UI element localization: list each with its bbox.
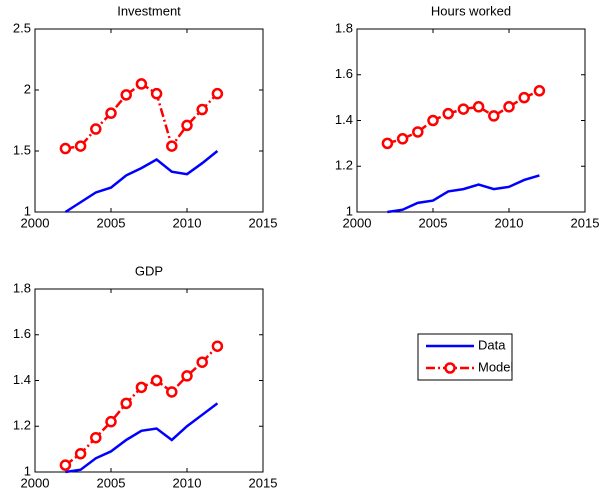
y-tick-label: 1.6 xyxy=(335,66,353,81)
legend-label: Model xyxy=(478,359,514,374)
data-point xyxy=(488,110,500,122)
data-point xyxy=(166,140,178,152)
y-tick-label: 1 xyxy=(24,463,31,478)
y-tick-label: 1.5 xyxy=(13,142,31,157)
data-line xyxy=(387,174,540,214)
y-tick-label: 1.4 xyxy=(335,112,353,127)
data-point xyxy=(74,447,87,460)
data-point xyxy=(396,133,409,145)
y-tick-label: 1 xyxy=(24,203,31,218)
data-point xyxy=(74,140,87,152)
data-line xyxy=(65,402,219,474)
data-point xyxy=(150,87,163,100)
data-point xyxy=(120,397,132,410)
data-point xyxy=(518,91,530,104)
y-tick-label: 1 xyxy=(346,203,353,218)
data-point xyxy=(442,107,454,120)
data-point xyxy=(90,431,102,444)
y-tick-label: 2.5 xyxy=(13,20,31,35)
data-point xyxy=(196,103,208,116)
data-line xyxy=(64,150,219,214)
y-tick-label: 1.4 xyxy=(13,372,31,387)
data-line xyxy=(387,89,540,145)
x-tick-label: 2000 xyxy=(21,475,50,490)
y-tick-label: 1.6 xyxy=(13,326,31,341)
x-tick-label: 2000 xyxy=(21,215,50,230)
x-tick-label: 2015 xyxy=(249,475,278,490)
plot-area xyxy=(34,28,264,213)
x-tick-label: 2005 xyxy=(97,475,126,490)
plot-area xyxy=(34,288,264,473)
x-tick-label: 2010 xyxy=(173,475,202,490)
x-tick-label: 2015 xyxy=(249,215,278,230)
chart-title: Investment xyxy=(117,3,181,18)
x-tick-label: 2015 xyxy=(571,215,600,230)
x-tick-label: 2000 xyxy=(343,215,372,230)
data-point xyxy=(412,126,424,138)
data-point xyxy=(59,459,72,471)
data-point xyxy=(381,137,394,150)
x-tick-label: 2010 xyxy=(495,215,524,230)
data-point xyxy=(503,101,515,113)
data-point xyxy=(105,415,117,428)
data-point xyxy=(472,101,485,113)
y-tick-label: 1.2 xyxy=(13,418,31,433)
y-tick-label: 1.8 xyxy=(335,20,353,35)
data-point xyxy=(135,381,148,394)
legend-box xyxy=(417,333,513,381)
data-point xyxy=(211,340,224,352)
chart-title: GDP xyxy=(135,263,163,278)
data-point xyxy=(120,89,132,101)
chart-title: Hours worked xyxy=(431,3,511,18)
data-point xyxy=(457,103,470,115)
data-point xyxy=(427,114,439,127)
data-point xyxy=(196,356,208,368)
data-point xyxy=(59,142,72,155)
data-point xyxy=(533,85,546,97)
data-point xyxy=(105,107,117,119)
y-tick-label: 1.2 xyxy=(335,158,353,173)
data-point xyxy=(181,370,193,382)
data-point xyxy=(150,374,163,387)
plot-area xyxy=(356,28,586,213)
x-tick-label: 2005 xyxy=(419,215,448,230)
x-tick-label: 2010 xyxy=(173,215,202,230)
data-point xyxy=(166,386,178,398)
x-tick-label: 2005 xyxy=(97,215,126,230)
data-point xyxy=(135,78,148,90)
legend-label: Data xyxy=(478,337,506,352)
y-tick-label: 2 xyxy=(24,81,31,96)
data-point xyxy=(90,123,102,135)
legend-marker xyxy=(444,362,456,374)
data-point xyxy=(181,119,193,132)
y-tick-label: 1.8 xyxy=(13,280,31,295)
data-point xyxy=(211,87,224,100)
